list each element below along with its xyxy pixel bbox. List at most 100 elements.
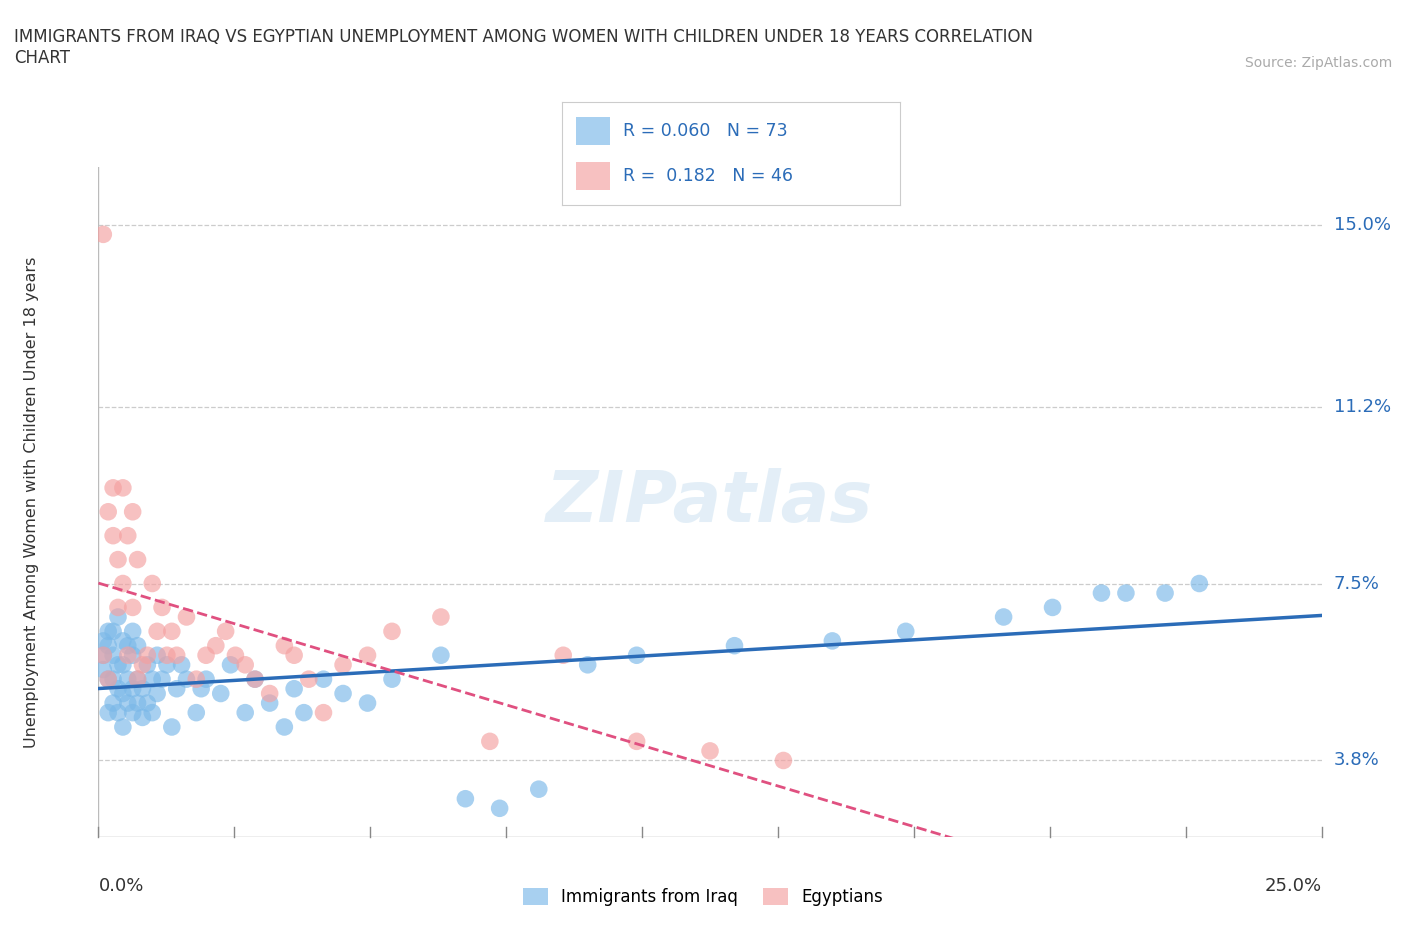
Point xyxy=(91,633,114,648)
Point xyxy=(312,705,335,720)
Text: R = 0.060   N = 73: R = 0.060 N = 73 xyxy=(623,122,787,140)
Point xyxy=(131,658,153,672)
Point xyxy=(156,658,179,672)
Point xyxy=(527,782,550,797)
Point xyxy=(205,638,228,653)
Point xyxy=(332,658,354,672)
Point xyxy=(91,662,114,677)
Point xyxy=(136,648,159,663)
Point xyxy=(292,705,315,720)
Point xyxy=(111,686,134,701)
Point xyxy=(1090,586,1112,601)
Point xyxy=(91,648,114,663)
Point xyxy=(101,648,124,663)
Point xyxy=(699,743,721,758)
Point xyxy=(141,576,163,591)
Text: Source: ZipAtlas.com: Source: ZipAtlas.com xyxy=(1244,56,1392,70)
Point xyxy=(111,633,134,648)
Point xyxy=(127,671,149,686)
Point xyxy=(117,671,139,686)
Point xyxy=(214,624,236,639)
Point xyxy=(111,576,134,591)
Point xyxy=(97,705,120,720)
Point xyxy=(107,600,129,615)
Point xyxy=(117,648,139,663)
Point xyxy=(1115,586,1137,601)
Point xyxy=(488,801,510,816)
Point xyxy=(101,671,124,686)
Point xyxy=(626,734,648,749)
Text: IMMIGRANTS FROM IRAQ VS EGYPTIAN UNEMPLOYMENT AMONG WOMEN WITH CHILDREN UNDER 18: IMMIGRANTS FROM IRAQ VS EGYPTIAN UNEMPLO… xyxy=(14,28,1033,67)
Point xyxy=(111,481,134,496)
Point xyxy=(381,624,404,639)
Point xyxy=(356,648,378,663)
Text: 15.0%: 15.0% xyxy=(1334,216,1391,233)
Point xyxy=(101,481,124,496)
Point xyxy=(91,227,114,242)
Point xyxy=(170,658,193,672)
Point xyxy=(478,734,501,749)
Point xyxy=(146,624,169,639)
Point xyxy=(136,696,159,711)
Point xyxy=(243,671,266,686)
Point xyxy=(117,696,139,711)
Point xyxy=(107,705,129,720)
Point xyxy=(190,682,212,697)
Point xyxy=(195,648,218,663)
Point xyxy=(131,682,153,697)
Point xyxy=(430,609,453,624)
Bar xyxy=(576,116,610,145)
Point xyxy=(160,624,183,639)
Point xyxy=(146,648,169,663)
Point xyxy=(186,671,208,686)
Point xyxy=(454,791,477,806)
Point xyxy=(117,638,139,653)
Point xyxy=(576,658,599,672)
Point xyxy=(772,753,794,768)
Point xyxy=(273,638,295,653)
Point xyxy=(131,710,153,724)
Point xyxy=(121,624,143,639)
Point xyxy=(156,648,179,663)
Point xyxy=(176,609,198,624)
Point xyxy=(141,705,163,720)
Point xyxy=(97,671,120,686)
Point xyxy=(283,648,305,663)
Point xyxy=(298,671,321,686)
Point xyxy=(91,648,114,663)
Point xyxy=(127,552,149,567)
Point xyxy=(141,671,163,686)
Point xyxy=(332,686,354,701)
Bar xyxy=(576,162,610,191)
Point xyxy=(233,658,256,672)
Point xyxy=(176,671,198,686)
Text: 3.8%: 3.8% xyxy=(1334,751,1379,769)
Point xyxy=(121,504,143,519)
Point xyxy=(626,648,648,663)
Point xyxy=(993,609,1015,624)
Point xyxy=(209,686,232,701)
Point xyxy=(146,686,169,701)
Point xyxy=(107,609,129,624)
Point xyxy=(97,624,120,639)
Point xyxy=(150,600,173,615)
Text: ZIPatlas: ZIPatlas xyxy=(547,468,873,537)
Point xyxy=(166,682,188,697)
Point xyxy=(723,638,745,653)
Point xyxy=(1154,586,1177,601)
Point xyxy=(101,696,124,711)
Point xyxy=(101,528,124,543)
Point xyxy=(430,648,453,663)
Text: 25.0%: 25.0% xyxy=(1264,877,1322,896)
Point xyxy=(101,624,124,639)
Point xyxy=(195,671,218,686)
Point xyxy=(150,671,173,686)
Point xyxy=(136,658,159,672)
Point xyxy=(97,638,120,653)
Point xyxy=(259,686,281,701)
Point xyxy=(186,705,208,720)
Point xyxy=(283,682,305,697)
Point xyxy=(121,648,143,663)
Point xyxy=(111,720,134,735)
Point xyxy=(1042,600,1064,615)
